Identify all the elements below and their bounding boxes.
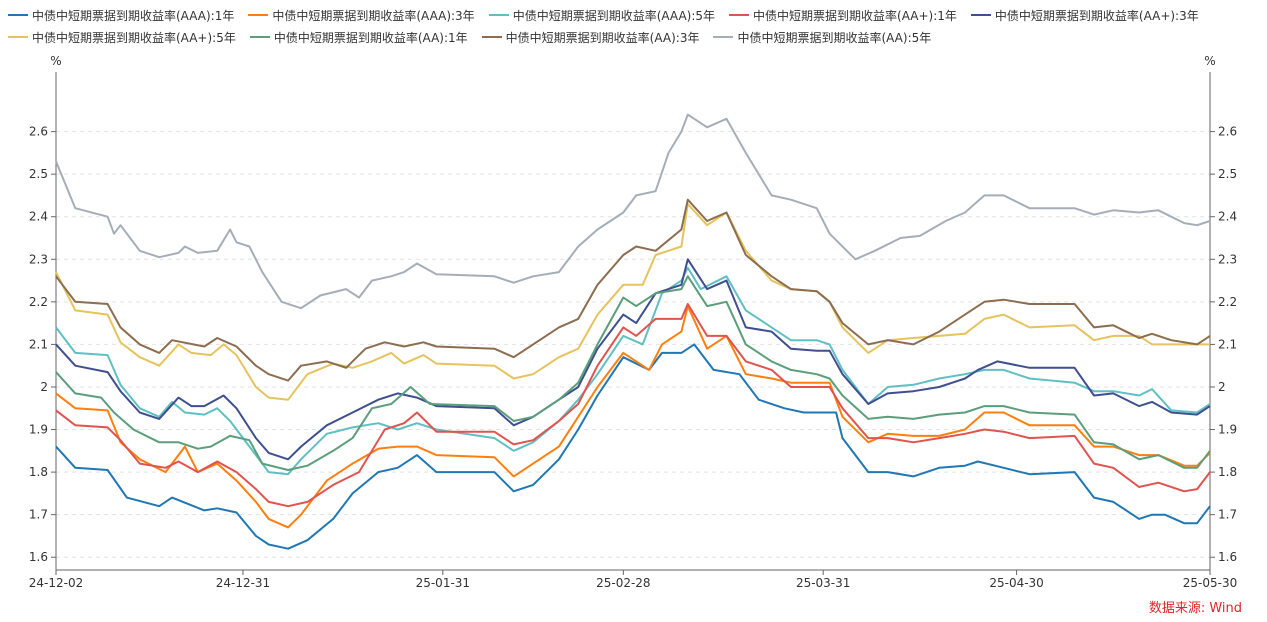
legend-label: 中债中短期票据到期收益率(AA+):3年: [994, 8, 1199, 23]
y-unit-right: %: [1204, 54, 1215, 68]
series-line-9: [55, 113, 1211, 310]
y-tick-label-left: 1.6: [29, 550, 48, 564]
legend-item[interactable]: 中债中短期票据到期收益率(AA+):3年: [970, 7, 1199, 24]
x-tick-label: 25-03-31: [796, 576, 850, 590]
y-tick-label-left: 2.2: [29, 295, 48, 309]
legend-item[interactable]: 中债中短期票据到期收益率(AAA):3年: [248, 7, 475, 24]
y-tick-label-left: 2.3: [29, 252, 48, 266]
legend-label: 中债中短期票据到期收益率(AA+):5年: [32, 30, 236, 45]
legend-swatch: [729, 14, 750, 16]
x-tick-label: 25-02-28: [596, 576, 650, 590]
y-tick-label-left: 2: [40, 380, 48, 394]
series-line-8: [55, 198, 1211, 382]
chart-legend: 中债中短期票据到期收益率(AAA):1年 中债中短期票据到期收益率(AAA):3年…: [8, 4, 1267, 48]
y-tick-label-left: 1.8: [29, 465, 48, 479]
y-tick-label-right: 2.5: [1218, 167, 1237, 181]
series-line-2: [55, 305, 1211, 529]
y-unit-left: %: [50, 54, 61, 68]
y-tick-label-right: 2: [1218, 380, 1226, 394]
series-line-7: [55, 275, 1211, 471]
legend-item[interactable]: 中债中短期票据到期收益率(AAA):1年: [8, 7, 234, 24]
y-tick-label-right: 1.8: [1218, 465, 1237, 479]
legend-label: 中债中短期票据到期收益率(AAA):3年: [272, 8, 475, 23]
legend-label: 中债中短期票据到期收益率(AA):3年: [505, 30, 700, 45]
series-line-6: [55, 202, 1210, 401]
legend-label: 中债中短期票据到期收益率(AA):5年: [737, 30, 932, 45]
legend-swatch: [8, 36, 28, 38]
legend-swatch: [481, 36, 502, 38]
legend-label: 中债中短期票据到期收益率(AA+):1年: [753, 8, 957, 23]
legend-item[interactable]: 中债中短期票据到期收益率(AA+):1年: [729, 7, 957, 24]
legend-swatch: [248, 14, 269, 16]
legend-label: 中债中短期票据到期收益率(AAA):5年: [512, 8, 716, 23]
legend-item[interactable]: 中债中短期票据到期收益率(AA+):5年: [8, 29, 236, 46]
legend-label: 中债中短期票据到期收益率(AA):1年: [273, 30, 468, 45]
series-line-5: [55, 258, 1211, 461]
y-tick-label-left: 1.7: [29, 508, 48, 522]
data-source-note: 数据来源: Wind: [1148, 601, 1242, 616]
series-line-4: [55, 303, 1211, 508]
legend-item[interactable]: 中债中短期票据到期收益率(AA):3年: [481, 29, 700, 46]
y-tick-label-left: 2.5: [29, 167, 48, 181]
legend-swatch: [713, 36, 734, 38]
y-tick-label-left: 2.4: [29, 210, 48, 224]
y-tick-label-right: 2.6: [1218, 125, 1237, 139]
legend-swatch: [249, 36, 270, 38]
legend-label: 中债中短期票据到期收益率(AAA):1年: [32, 8, 235, 23]
y-tick-label-right: 2.1: [1218, 337, 1237, 351]
legend-swatch: [488, 14, 509, 16]
y-tick-label-left: 2.6: [29, 125, 48, 139]
x-tick-label: 24-12-31: [216, 576, 270, 590]
x-tick-label: 25-05-30: [1183, 576, 1237, 590]
y-tick-label-left: 1.9: [29, 423, 48, 437]
y-tick-label-right: 2.4: [1218, 210, 1237, 224]
y-tick-label-right: 2.2: [1218, 295, 1237, 309]
legend-swatch: [970, 14, 991, 16]
y-tick-label-right: 1.9: [1218, 423, 1237, 437]
y-tick-label-left: 2.1: [29, 337, 48, 351]
x-tick-label: 25-01-31: [416, 576, 470, 590]
legend-row: 中债中短期票据到期收益率(AA+):5年 中债中短期票据到期收益率(AA):1年 中…: [8, 26, 1267, 48]
y-tick-label-right: 1.6: [1218, 550, 1237, 564]
legend-item[interactable]: 中债中短期票据到期收益率(AA):1年: [249, 29, 468, 46]
legend-item[interactable]: 中债中短期票据到期收益率(AAA):5年: [488, 7, 716, 24]
y-tick-label-right: 2.3: [1218, 252, 1237, 266]
series-line-1: [55, 343, 1211, 550]
legend-row: 中债中短期票据到期收益率(AAA):1年 中债中短期票据到期收益率(AAA):3年…: [8, 4, 1267, 26]
legend-item[interactable]: 中债中短期票据到期收益率(AA):5年: [713, 29, 931, 46]
x-tick-label: 25-04-30: [989, 576, 1043, 590]
legend-swatch: [8, 14, 28, 16]
series-line-3: [55, 266, 1211, 476]
x-tick-label: 24-12-02: [29, 576, 83, 590]
y-tick-label-right: 1.7: [1218, 508, 1237, 522]
